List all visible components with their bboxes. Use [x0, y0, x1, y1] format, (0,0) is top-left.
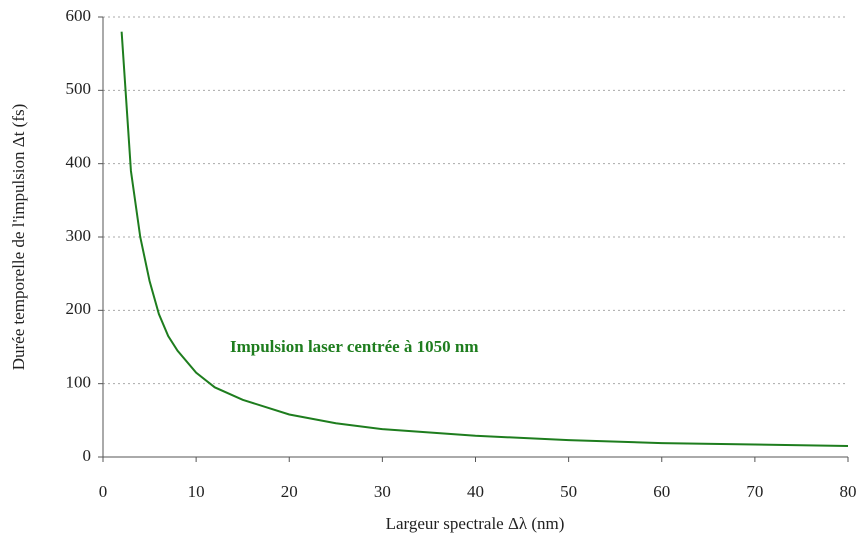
x-tick-label: 40	[467, 482, 484, 501]
x-axis-label: Largeur spectrale Δλ (nm)	[386, 514, 565, 533]
y-tick-label: 300	[66, 226, 92, 245]
y-axis-label: Durée temporelle de l'impulsion Δt (fs)	[9, 104, 28, 371]
x-tick-label: 10	[188, 482, 205, 501]
y-tick-label: 600	[66, 6, 92, 25]
y-tick-label: 0	[83, 446, 92, 465]
data-line	[120, 31, 849, 447]
x-tick-label: 30	[374, 482, 391, 501]
annotation: Impulsion laser centrée à 1050 nm	[230, 337, 479, 356]
y-tick-label: 400	[66, 153, 92, 172]
x-tick-label: 20	[281, 482, 298, 501]
x-tick-label: 60	[653, 482, 670, 501]
y-tick-label: 100	[66, 373, 92, 392]
x-tick-label: 80	[840, 482, 857, 501]
x-tick-label: 70	[746, 482, 763, 501]
x-tick-label: 50	[560, 482, 577, 501]
y-tick-label: 200	[66, 299, 92, 318]
x-tick-label: 0	[99, 482, 108, 501]
y-tick-label: 500	[66, 79, 92, 98]
